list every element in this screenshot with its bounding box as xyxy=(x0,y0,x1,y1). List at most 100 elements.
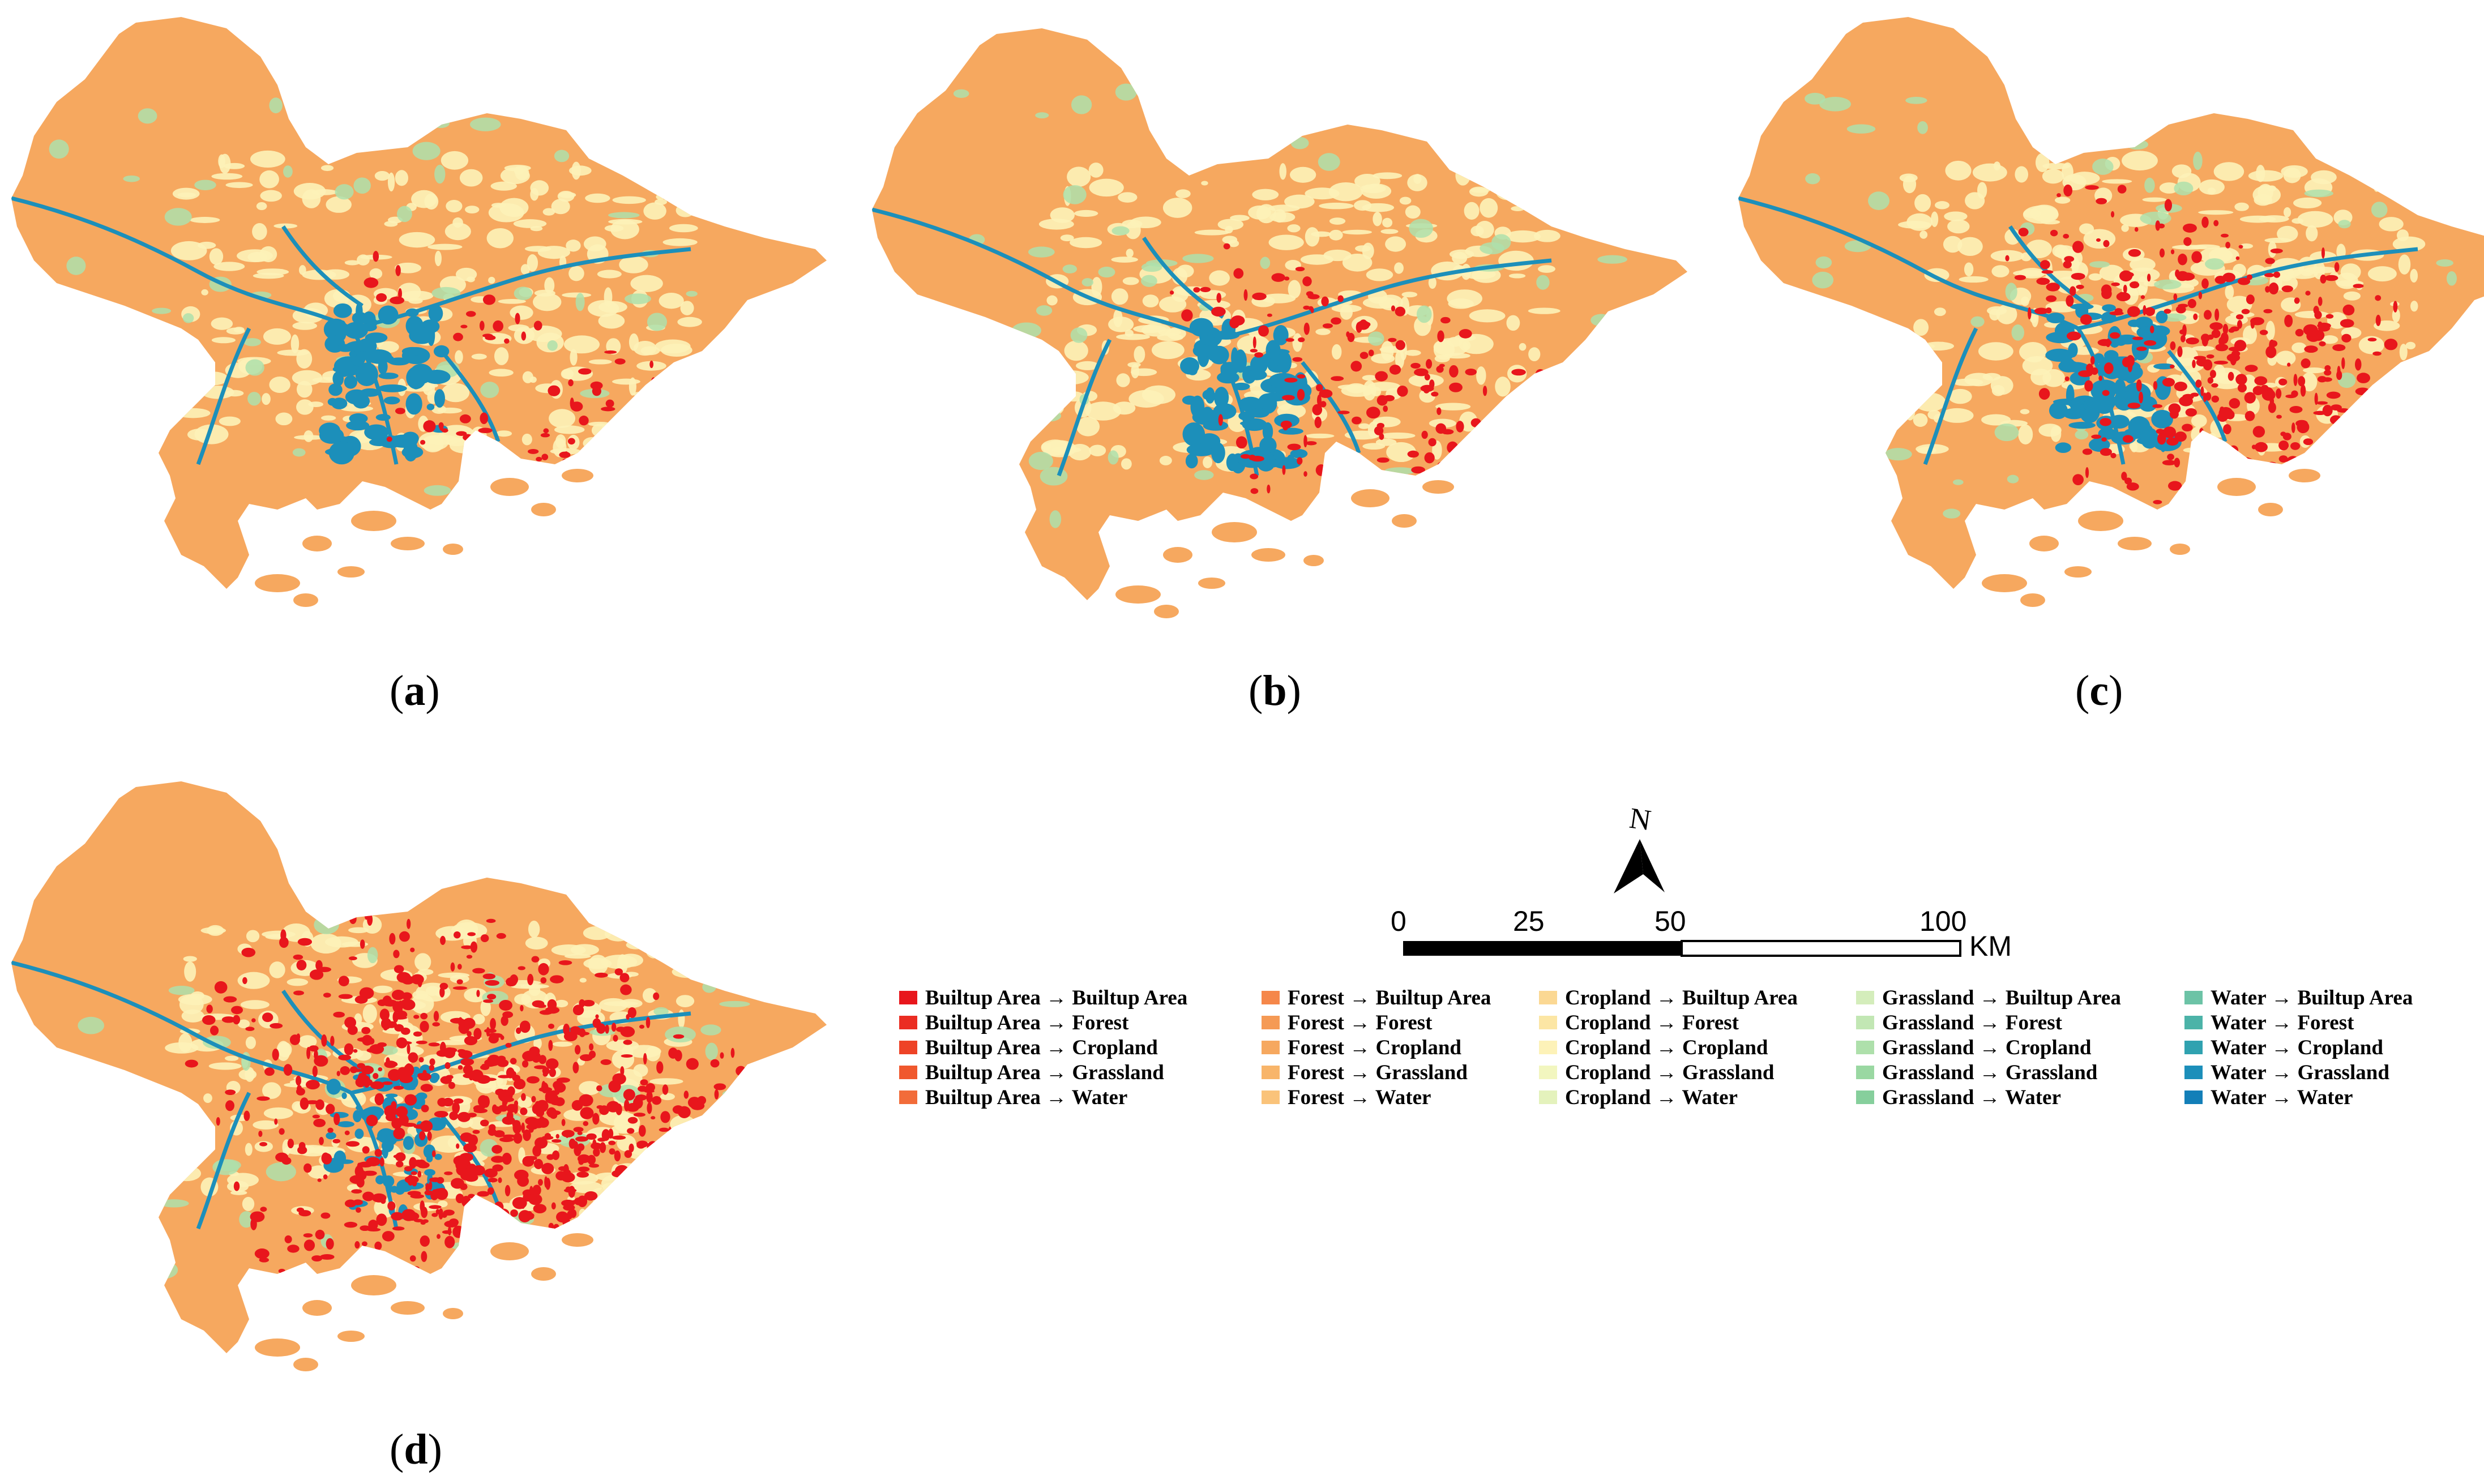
legend-label: Builtup Area → Builtup Area xyxy=(925,986,1188,1010)
builtup-patch xyxy=(431,1150,436,1157)
cropland-patch xyxy=(634,1168,664,1186)
builtup-patch xyxy=(354,1241,360,1249)
builtup-patch xyxy=(2252,473,2261,481)
builtup-patch xyxy=(454,1253,463,1266)
builtup-patch xyxy=(2334,262,2340,272)
builtup-patch xyxy=(752,1153,762,1165)
builtup-patch xyxy=(2353,284,2364,288)
builtup-patch xyxy=(528,448,539,454)
grassland-patch xyxy=(1905,97,1927,104)
grassland-patch xyxy=(780,522,796,531)
grassland-patch xyxy=(2089,261,2110,268)
builtup-patch xyxy=(312,1114,320,1119)
builtup-patch xyxy=(327,1127,334,1133)
builtup-patch xyxy=(300,1097,309,1110)
builtup-patch xyxy=(322,1153,332,1165)
cropland-patch xyxy=(1379,432,1416,439)
builtup-patch xyxy=(386,1021,397,1028)
builtup-patch xyxy=(2459,407,2465,414)
builtup-patch xyxy=(1441,429,1454,435)
grassland-patch xyxy=(380,1046,398,1055)
cropland-patch xyxy=(672,965,703,978)
builtup-patch xyxy=(2260,384,2269,392)
grassland-patch xyxy=(1108,450,1119,465)
builtup-patch xyxy=(210,1025,219,1036)
water-patch xyxy=(356,1105,362,1110)
legend-item: Forest → Builtup Area xyxy=(1262,985,1491,1010)
builtup-patch xyxy=(551,1202,556,1210)
cropland-patch xyxy=(2373,178,2380,192)
cropland-patch xyxy=(1463,340,1471,350)
cropland-patch xyxy=(2191,244,2220,250)
builtup-patch xyxy=(1297,457,1303,465)
builtup-patch xyxy=(2270,248,2283,254)
builtup-patch xyxy=(673,1243,688,1252)
cropland-patch xyxy=(344,260,360,266)
water-patch xyxy=(378,384,407,392)
legend-swatch xyxy=(899,1066,917,1079)
builtup-patch xyxy=(575,1136,588,1142)
cropland-patch xyxy=(2392,308,2400,323)
builtup-patch xyxy=(604,350,617,354)
builtup-patch xyxy=(1481,444,1486,454)
builtup-patch xyxy=(351,1189,362,1194)
builtup-patch xyxy=(1414,369,1426,376)
builtup-patch xyxy=(421,1251,427,1262)
water-patch xyxy=(403,439,418,462)
builtup-patch xyxy=(411,1171,417,1175)
builtup-patch xyxy=(669,1229,682,1239)
cropland-patch xyxy=(245,1036,256,1049)
builtup-patch xyxy=(2071,272,2085,280)
cropland-patch xyxy=(1386,442,1416,463)
builtup-patch xyxy=(623,1089,635,1101)
builtup-patch xyxy=(2231,472,2239,477)
water-patch xyxy=(2156,310,2168,324)
builtup-patch xyxy=(512,1197,527,1209)
grassland-patch xyxy=(2126,139,2149,150)
grassland-patch xyxy=(2130,109,2145,129)
builtup-patch xyxy=(225,1100,234,1111)
builtup-patch xyxy=(681,1307,686,1314)
map-panel-d xyxy=(11,776,838,1393)
cropland-patch xyxy=(1957,237,1983,256)
cropland-patch xyxy=(615,1209,643,1216)
builtup-patch xyxy=(656,1192,670,1204)
builtup-patch xyxy=(410,1268,418,1277)
cropland-patch xyxy=(2121,224,2129,232)
grassland-patch xyxy=(1070,327,1088,343)
builtup-patch xyxy=(422,1219,429,1224)
water-patch xyxy=(2151,409,2173,429)
builtup-patch xyxy=(510,1058,517,1064)
builtup-patch xyxy=(457,964,462,970)
builtup-patch xyxy=(764,1072,769,1078)
builtup-patch xyxy=(502,1134,516,1138)
builtup-patch xyxy=(589,1043,594,1051)
cropland-patch xyxy=(397,283,421,302)
cropland-patch xyxy=(1288,280,1301,299)
cropland-patch xyxy=(1075,361,1100,370)
builtup-patch xyxy=(502,1152,512,1165)
builtup-patch xyxy=(2415,474,2429,479)
legend-label: Cropland → Grassland xyxy=(1565,1060,1775,1084)
builtup-patch xyxy=(361,1027,371,1034)
cropland-patch xyxy=(1113,309,1123,327)
builtup-patch xyxy=(651,1116,656,1120)
legend-column: Cropland → Builtup Area Cropland → Forest… xyxy=(1539,985,1798,1110)
cropland-patch xyxy=(434,250,442,267)
builtup-patch xyxy=(670,1275,680,1279)
builtup-patch xyxy=(567,1210,573,1220)
cropland-patch xyxy=(1990,376,2013,395)
island xyxy=(562,1233,593,1247)
cropland-patch xyxy=(198,371,228,386)
water-patch xyxy=(1214,387,1229,408)
builtup-patch xyxy=(536,456,542,462)
water-patch xyxy=(405,308,419,317)
cropland-patch xyxy=(294,435,324,440)
builtup-patch xyxy=(468,1243,472,1249)
builtup-patch xyxy=(340,1066,350,1075)
legend-label: Grassland → Builtup Area xyxy=(1882,986,2121,1010)
builtup-patch xyxy=(659,1127,669,1132)
builtup-patch xyxy=(513,1132,523,1144)
builtup-patch xyxy=(572,1062,579,1074)
water-patch xyxy=(1242,418,1267,431)
